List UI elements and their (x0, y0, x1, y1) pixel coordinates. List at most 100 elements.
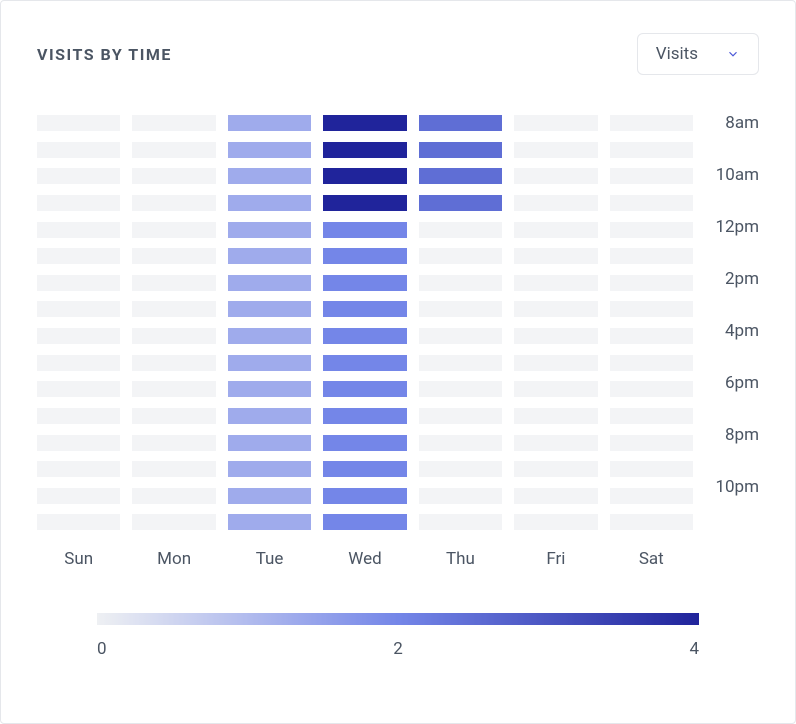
heatmap-cell (610, 488, 693, 504)
heatmap-cell (132, 435, 215, 451)
heatmap-cell (37, 222, 120, 238)
heatmap-cell (37, 142, 120, 158)
heatmap-cell (419, 301, 502, 317)
heatmap-cell (37, 301, 120, 317)
heatmap-cell (228, 195, 311, 211)
heatmap-cell (514, 222, 597, 238)
heatmap-cell (514, 408, 597, 424)
heatmap-cell (610, 222, 693, 238)
heatmap-cell (514, 195, 597, 211)
heatmap-cell (610, 435, 693, 451)
heatmap-cell (419, 381, 502, 397)
heatmap-cell (323, 115, 406, 131)
heatmap-cell (228, 435, 311, 451)
heatmap-cell (419, 408, 502, 424)
legend-gradient-bar (97, 613, 699, 625)
heatmap-cell (419, 514, 502, 530)
heatmap-cell (514, 328, 597, 344)
heatmap-cell (132, 408, 215, 424)
time-label: 12pm (703, 219, 759, 271)
time-label: 8pm (703, 427, 759, 479)
heatmap-cell (323, 488, 406, 504)
visits-by-time-card: VISITS BY TIME Visits 8am10am12pm2pm4pm6… (0, 0, 796, 724)
heatmap-cell (514, 168, 597, 184)
heatmap-cell (37, 514, 120, 530)
heatmap-cell (323, 142, 406, 158)
day-label: Mon (132, 549, 215, 569)
heatmap-container: 8am10am12pm2pm4pm6pm8pm10pm (37, 115, 759, 531)
legend-tick: 0 (97, 639, 107, 659)
card-title: VISITS BY TIME (37, 45, 172, 64)
metric-dropdown[interactable]: Visits (637, 33, 759, 75)
heatmap-cell (37, 408, 120, 424)
heatmap-cell (419, 435, 502, 451)
day-label: Sun (37, 549, 120, 569)
heatmap-cell (37, 328, 120, 344)
heatmap-cell (419, 222, 502, 238)
heatmap-cell (37, 115, 120, 131)
heatmap-cell (132, 514, 215, 530)
heatmap-cell (228, 301, 311, 317)
heatmap-cell (419, 461, 502, 477)
heatmap-cell (228, 408, 311, 424)
heatmap-cell (132, 248, 215, 264)
card-header: VISITS BY TIME Visits (37, 33, 759, 75)
heatmap-cell (37, 195, 120, 211)
heatmap-cell (419, 142, 502, 158)
heatmap-cell (323, 248, 406, 264)
day-label: Fri (514, 549, 597, 569)
heatmap-cell (132, 328, 215, 344)
heatmap-cell (514, 301, 597, 317)
heatmap-grid (37, 115, 693, 531)
heatmap-cell (610, 248, 693, 264)
heatmap-cell (228, 168, 311, 184)
heatmap-cell (323, 381, 406, 397)
legend-tick: 4 (689, 639, 699, 659)
legend-ticks: 0 2 4 (97, 639, 699, 659)
heatmap-cell (132, 488, 215, 504)
heatmap-cell (419, 168, 502, 184)
heatmap-cell (419, 248, 502, 264)
time-label: 6pm (703, 375, 759, 427)
heatmap-cell (132, 115, 215, 131)
heatmap-cell (228, 222, 311, 238)
legend: 0 2 4 (37, 613, 759, 659)
heatmap-cell (323, 435, 406, 451)
heatmap-cell (419, 355, 502, 371)
heatmap-cell (37, 435, 120, 451)
heatmap-cell (228, 275, 311, 291)
heatmap-cell (132, 222, 215, 238)
heatmap-cell (37, 248, 120, 264)
heatmap-cell (514, 461, 597, 477)
time-label: 10am (703, 167, 759, 219)
heatmap-cell (323, 355, 406, 371)
heatmap-cell (132, 355, 215, 371)
heatmap-cell (514, 275, 597, 291)
heatmap-cell (514, 488, 597, 504)
day-label: Sat (610, 549, 693, 569)
heatmap-cell (132, 275, 215, 291)
heatmap-cell (323, 275, 406, 291)
dropdown-label: Visits (656, 44, 698, 64)
heatmap-cell (228, 488, 311, 504)
heatmap-cell (610, 355, 693, 371)
time-label: 4pm (703, 323, 759, 375)
legend-tick: 2 (393, 639, 403, 659)
heatmap-cell (610, 115, 693, 131)
heatmap-cell (610, 142, 693, 158)
day-axis-labels: Sun Mon Tue Wed Thu Fri Sat (37, 549, 693, 569)
heatmap-cell (37, 381, 120, 397)
heatmap-cell (228, 381, 311, 397)
heatmap-cell (37, 168, 120, 184)
heatmap-cell (323, 301, 406, 317)
time-label: 2pm (703, 271, 759, 323)
heatmap-cell (419, 115, 502, 131)
heatmap-cell (132, 381, 215, 397)
heatmap-cell (323, 195, 406, 211)
day-label: Wed (323, 549, 406, 569)
heatmap-cell (514, 115, 597, 131)
heatmap-cell (419, 328, 502, 344)
day-label: Tue (228, 549, 311, 569)
heatmap-cell (610, 328, 693, 344)
day-label: Thu (419, 549, 502, 569)
